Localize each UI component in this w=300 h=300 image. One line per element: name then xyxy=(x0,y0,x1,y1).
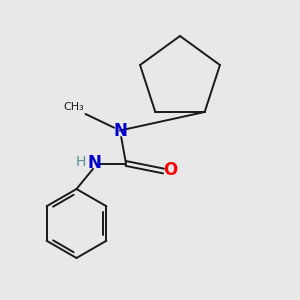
Text: N: N xyxy=(88,154,101,172)
Text: H: H xyxy=(76,155,86,169)
Text: CH₃: CH₃ xyxy=(63,103,84,112)
Text: N: N xyxy=(113,122,127,140)
Text: O: O xyxy=(163,161,177,179)
